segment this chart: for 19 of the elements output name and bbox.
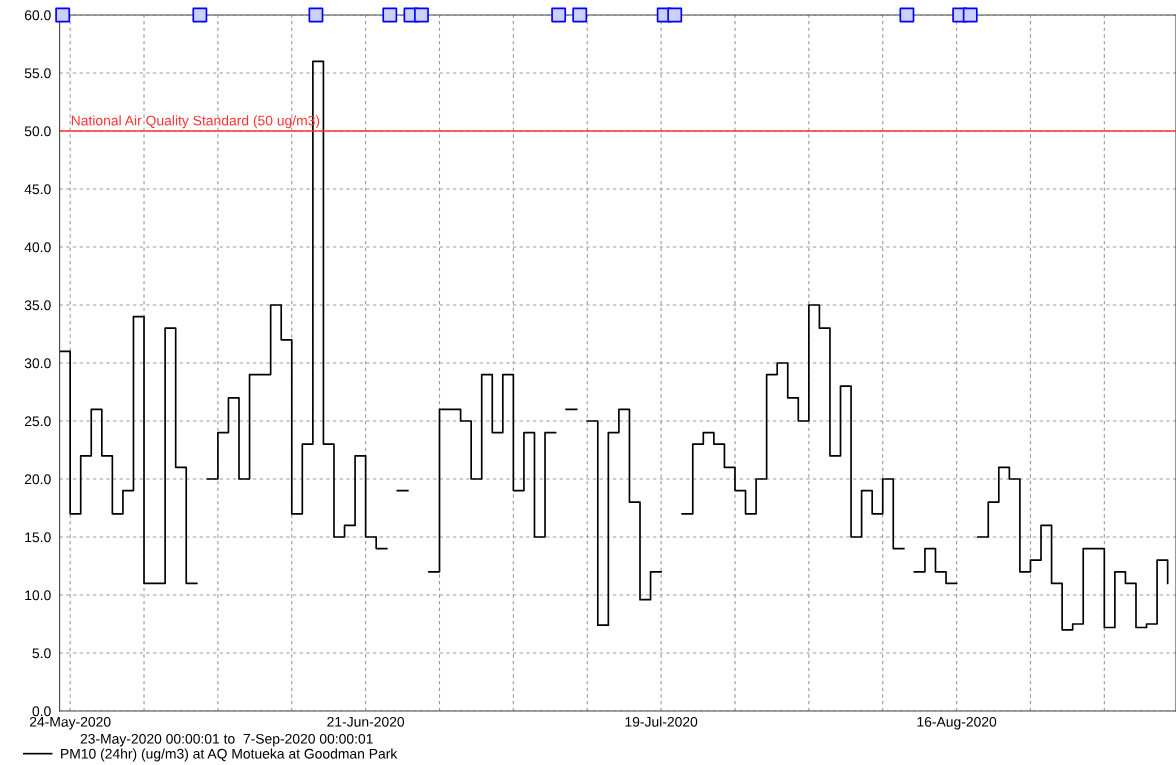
legend-label: PM10 (24hr) (ug/m3) at AQ Motueka at Goodman Park [61, 748, 398, 762]
y-tick-label: 20.0 [24, 474, 51, 485]
y-tick-label: 55.0 [24, 68, 51, 79]
y-tick-label: 5.0 [32, 648, 51, 659]
y-tick-label: 25.0 [24, 416, 51, 427]
y-tick-label: 45.0 [24, 184, 51, 195]
y-tick-label: 60.0 [24, 10, 51, 21]
y-tick-label: 0.0 [32, 706, 51, 717]
y-tick-label: 15.0 [25, 532, 51, 543]
y-tick-label: 10.0 [25, 590, 51, 601]
y-tick-label: 30.0 [24, 358, 51, 369]
y-tick-label: 35.0 [24, 300, 51, 311]
y-tick-label: 50.0 [24, 126, 51, 137]
x-tick-label: 16-Aug-2020 [917, 716, 997, 730]
x-tick-label: 21-Jun-2020 [327, 716, 405, 727]
text: 23-May-2020 00:00:01 to 7-Sep-2020 00:00:01 [80, 733, 373, 747]
y-tick-label: 40.0 [24, 242, 51, 253]
x-tick-label: 19-Jul-2020 [625, 716, 698, 727]
x-tick-label: 24-May-2020 [29, 716, 111, 730]
